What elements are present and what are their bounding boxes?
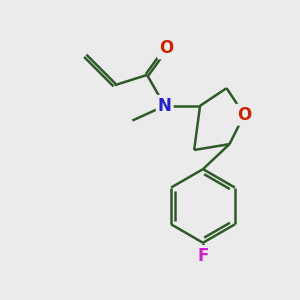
Text: N: N (158, 97, 172, 115)
Text: O: O (159, 39, 173, 57)
Text: O: O (237, 106, 251, 124)
Text: F: F (197, 247, 209, 265)
